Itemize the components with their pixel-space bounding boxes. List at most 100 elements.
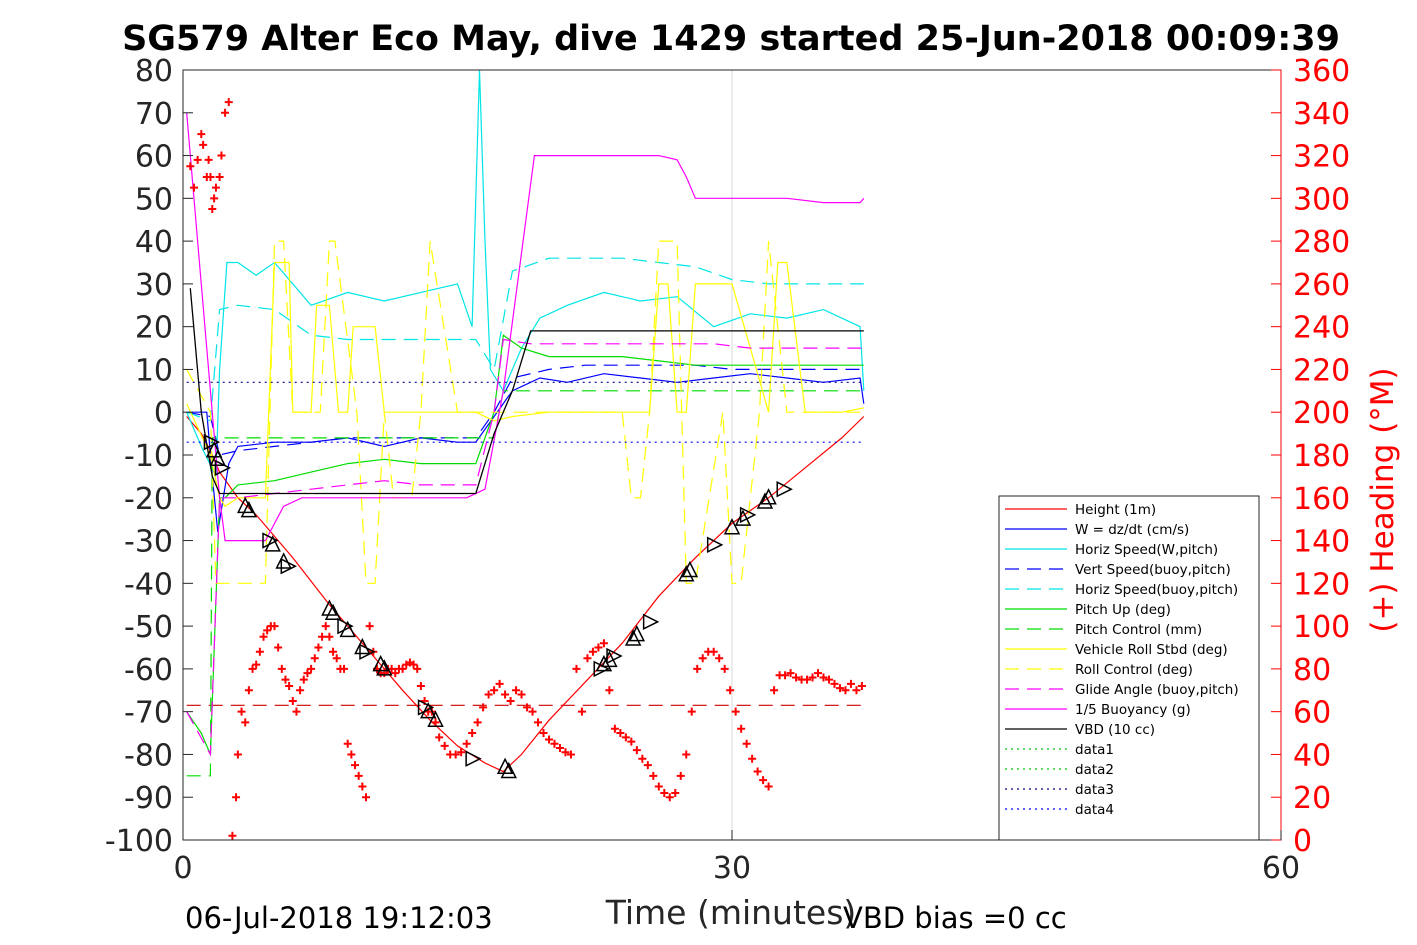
- heading-point: [830, 679, 839, 688]
- y-tick-label: -60: [124, 653, 173, 688]
- depth-marker: [723, 518, 741, 535]
- heading-point: [321, 622, 330, 631]
- heading-point: [416, 682, 425, 690]
- heading-point: [224, 98, 233, 107]
- heading-point: [215, 172, 224, 181]
- series-line-8: [186, 261, 864, 508]
- depth-marker: [628, 624, 646, 642]
- y-right-tick-label: 260: [1293, 268, 1350, 303]
- depth-marker: [606, 647, 623, 665]
- depth-marker: [339, 620, 356, 638]
- heading-point: [627, 737, 636, 746]
- y-tick-label: -40: [124, 567, 173, 602]
- heading-point: [398, 664, 407, 673]
- heading-point: [577, 707, 586, 716]
- heading-point: [742, 739, 751, 748]
- heading-point: [285, 682, 294, 690]
- x-axis-label: Time (minutes): [605, 893, 857, 932]
- heading-point: [726, 686, 735, 695]
- heading-point: [720, 664, 729, 673]
- y-tick-label: 10: [135, 353, 173, 388]
- legend-label: 1/5 Buoyancy (g): [1075, 702, 1191, 718]
- depth-marker: [354, 637, 371, 655]
- depth-marker: [264, 535, 281, 552]
- heading-point: [413, 664, 422, 673]
- depth-marker: [624, 629, 642, 646]
- series-layer: [186, 69, 866, 840]
- heading-point: [786, 669, 795, 678]
- heading-point: [431, 718, 440, 727]
- heading-point: [232, 793, 241, 802]
- heading-point: [671, 788, 680, 797]
- heading-point: [197, 130, 206, 139]
- heading-point: [241, 718, 250, 727]
- heading-point: [206, 172, 215, 181]
- heading-point: [792, 673, 801, 682]
- heading-point: [495, 679, 504, 688]
- heading-point: [841, 686, 850, 695]
- y-tick-label: -90: [124, 781, 173, 816]
- legend-label: Pitch Up (deg): [1075, 602, 1171, 618]
- heading-point: [545, 735, 553, 744]
- legend-label: Horiz Speed(buoy,pitch): [1075, 582, 1238, 598]
- heading-point: [210, 194, 219, 203]
- heading-point: [506, 696, 515, 705]
- depth-marker: [642, 613, 660, 631]
- heading-point: [270, 622, 279, 631]
- series-line-11: [186, 112, 865, 542]
- heading-point: [517, 690, 526, 699]
- heading-point: [186, 162, 195, 171]
- depth-marker: [205, 441, 223, 458]
- heading-point: [228, 831, 237, 840]
- heading-point: [484, 690, 493, 699]
- legend-label: data3: [1075, 782, 1114, 798]
- heading-point: [594, 643, 603, 652]
- y-tick-label: 60: [135, 140, 173, 175]
- depth-marker: [427, 710, 444, 727]
- y-tick-label: -100: [105, 824, 173, 859]
- heading-point: [263, 626, 272, 635]
- heading-point: [748, 754, 757, 763]
- heading-point: [259, 632, 268, 641]
- heading-point: [676, 771, 685, 780]
- heading-point: [314, 643, 323, 652]
- y-right-tick-label: 320: [1293, 140, 1350, 175]
- heading-point: [654, 782, 663, 791]
- heading-point: [217, 151, 226, 160]
- depth-marker: [275, 552, 292, 569]
- depth-marker: [496, 757, 514, 775]
- y-right-tick-label: 80: [1293, 653, 1331, 688]
- y-tick-label: -10: [124, 439, 173, 474]
- y-right-tick-label: 40: [1293, 738, 1331, 773]
- y-tick-label: -50: [124, 610, 173, 645]
- y-tick-label: 80: [135, 54, 173, 89]
- heading-point: [274, 643, 283, 652]
- axes: 80706050403020100-10-20-30-40-50-60-70-8…: [105, 54, 1350, 886]
- legend-label: Glide Angle (buoy,pitch): [1075, 682, 1239, 698]
- heading-point: [281, 675, 290, 684]
- y-right-tick-label: 180: [1293, 439, 1350, 474]
- heading-point: [616, 729, 625, 738]
- heading-point: [211, 183, 220, 192]
- heading-point: [233, 750, 242, 759]
- y-right-tick-label: 20: [1293, 781, 1331, 816]
- heading-point: [660, 788, 669, 797]
- heading-point: [534, 718, 543, 727]
- heading-point: [572, 664, 581, 673]
- y-right-tick-label: 0: [1293, 824, 1312, 859]
- depth-marker: [324, 603, 342, 621]
- heading-point: [451, 750, 460, 759]
- heading-point: [512, 686, 521, 695]
- heading-point: [605, 686, 614, 695]
- depth-marker: [376, 659, 393, 676]
- depth-marker: [337, 617, 354, 635]
- depth-marker: [203, 433, 221, 451]
- heading-point: [307, 664, 316, 673]
- x-tick-label: 60: [1262, 851, 1300, 886]
- heading-point: [770, 686, 779, 695]
- footer-vbd-bias: VBD bias =0 cc: [843, 901, 1067, 935]
- depth-marker: [500, 761, 517, 779]
- x-tick-label: 0: [173, 851, 192, 886]
- y-right-tick-label: 360: [1293, 54, 1350, 89]
